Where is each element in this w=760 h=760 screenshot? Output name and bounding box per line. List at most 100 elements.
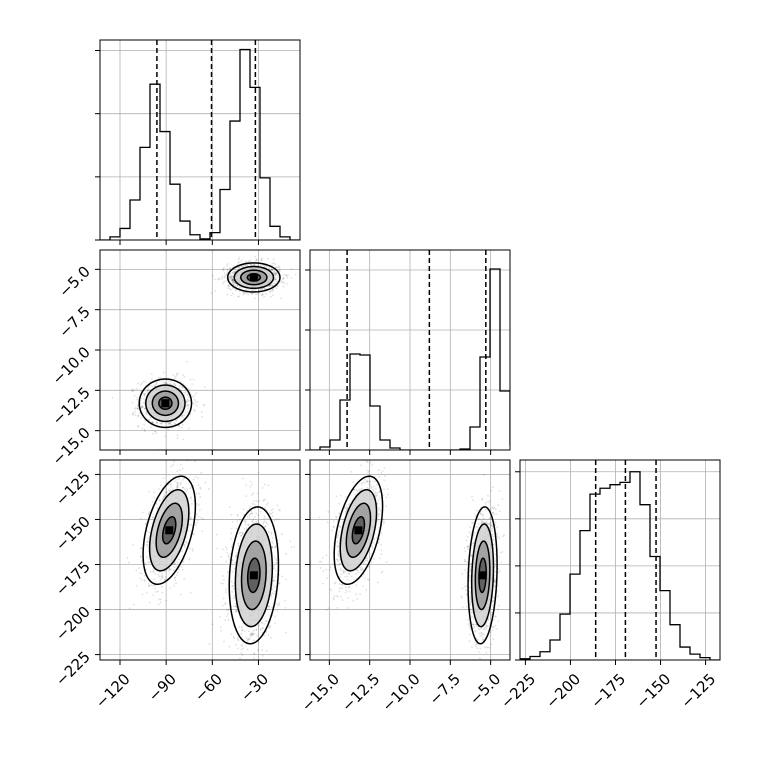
scatter-point (196, 401, 199, 403)
scatter-point (244, 264, 247, 267)
scatter-point (143, 580, 146, 583)
scatter-point (242, 532, 244, 535)
scatter-point (181, 426, 184, 429)
scatter-point (242, 291, 245, 294)
scatter-point (249, 263, 252, 266)
scatter-point (202, 518, 205, 520)
scatter-point (276, 603, 279, 606)
scatter-point (254, 297, 256, 300)
scatter-point (275, 287, 278, 289)
scatter-point (178, 473, 181, 476)
scatter-point (193, 410, 196, 412)
scatter-point (286, 282, 288, 285)
scatter-point (281, 575, 284, 578)
scatter-point (289, 540, 292, 543)
scatter-point (245, 527, 248, 530)
scatter-point (135, 584, 138, 587)
scatter-point (263, 295, 266, 298)
scatter-point (337, 534, 340, 537)
y-tick-label: −10.0 (49, 343, 94, 388)
scatter-point (174, 384, 177, 387)
scatter-point (238, 290, 241, 293)
scatter-point (285, 631, 287, 634)
scatter-point (132, 414, 135, 416)
scatter-point (260, 622, 263, 625)
scatter-point (264, 525, 266, 528)
scatter-point (158, 498, 161, 501)
scatter-point (263, 664, 265, 666)
scatter-point (143, 395, 146, 397)
scatter-point (148, 584, 150, 587)
scatter-point (350, 470, 353, 473)
scatter-point (238, 256, 240, 259)
scatter-point (231, 281, 234, 284)
scatter-point (233, 271, 236, 273)
scatter-point (172, 374, 175, 377)
scatter-point (134, 414, 137, 416)
scatter-point (173, 563, 176, 565)
scatter-point (381, 570, 384, 573)
scatter-point (230, 532, 232, 535)
scatter-point (184, 546, 186, 549)
scatter-point (337, 555, 340, 557)
scatter-point (176, 487, 179, 489)
scatter-point (250, 510, 253, 513)
density-contour (228, 506, 280, 645)
scatter-point (139, 384, 142, 386)
scatter-point (188, 396, 190, 398)
scatter-point (346, 506, 349, 509)
scatter-point (253, 652, 256, 655)
scatter-point (253, 639, 255, 642)
scatter-point (178, 558, 181, 561)
scatter-point (145, 562, 147, 565)
scatter-point (271, 262, 274, 264)
scatter-point (189, 591, 192, 594)
scatter-point (148, 531, 151, 534)
scatter-point (182, 486, 184, 489)
scatter-point (189, 517, 192, 520)
scatter-point (174, 375, 177, 378)
scatter-point (159, 578, 162, 581)
scatter-point (234, 270, 236, 273)
scatter-point (148, 418, 151, 421)
panel-border (309, 249, 511, 451)
scatter-point (253, 657, 256, 660)
scatter-point (248, 517, 251, 519)
scatter-point (148, 561, 151, 564)
scatter-point (237, 295, 240, 298)
scatter-point (221, 275, 224, 278)
scatter-point (218, 277, 220, 280)
scatter-point (228, 273, 231, 276)
scatter-point (229, 276, 232, 278)
scatter-point (362, 585, 364, 588)
scatter-point (184, 411, 187, 414)
scatter-point (251, 264, 254, 267)
scatter-point (228, 558, 231, 561)
scatter-point (374, 491, 377, 494)
scatter-point (269, 284, 271, 287)
scatter-point (183, 414, 186, 417)
scatter-point (144, 407, 147, 410)
scatter-point (344, 512, 347, 515)
panel-border (99, 459, 301, 661)
scatter-point (244, 520, 247, 523)
scatter-point (232, 279, 234, 281)
scatter-point (174, 576, 177, 579)
scatter-point (347, 503, 350, 506)
scatter-point (278, 508, 280, 511)
scatter-point (139, 555, 142, 558)
scatter-point (251, 512, 254, 515)
scatter-point (269, 295, 272, 298)
scatter-point (238, 266, 241, 269)
scatter-point (377, 513, 380, 515)
scatter-point (278, 582, 281, 584)
scatter-point (276, 559, 279, 562)
scatter-point (164, 435, 167, 438)
scatter-point (378, 491, 381, 494)
scatter-point (244, 630, 246, 632)
scatter-point (274, 272, 277, 275)
scatter-point (380, 531, 383, 534)
scatter-point (131, 390, 133, 393)
scatter-point (192, 478, 195, 481)
